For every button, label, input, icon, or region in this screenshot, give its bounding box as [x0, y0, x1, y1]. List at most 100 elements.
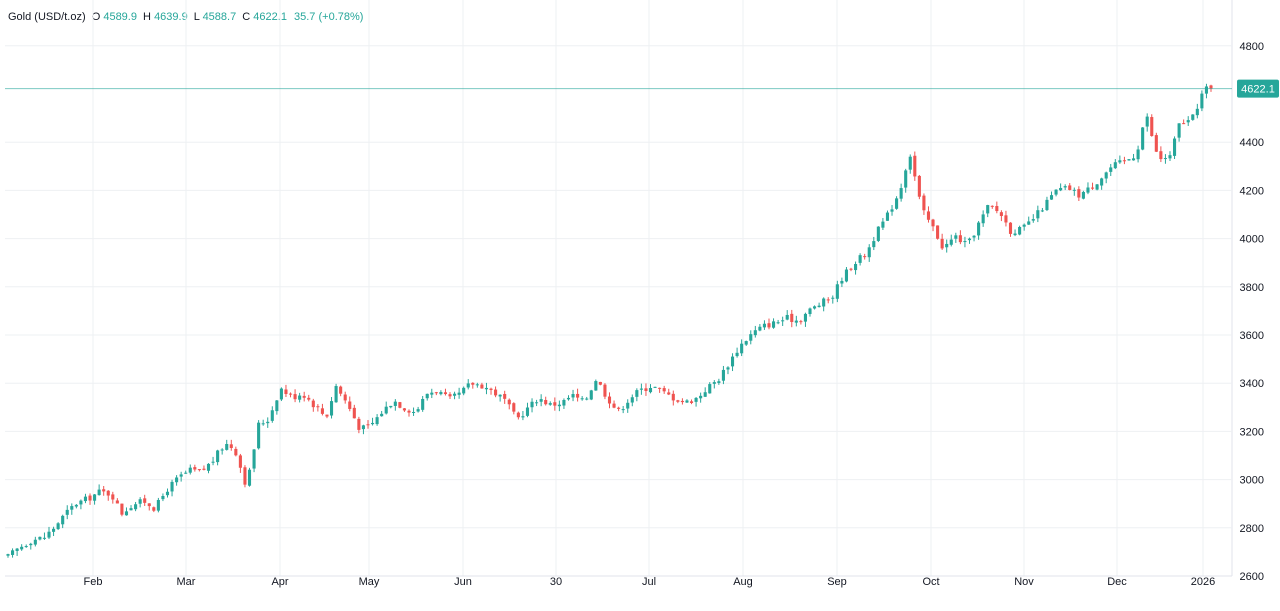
candle-up — [393, 401, 397, 406]
candle-up — [257, 422, 261, 449]
candle-up — [421, 398, 425, 410]
candle-down — [503, 393, 507, 399]
candle-up — [1145, 116, 1149, 127]
candle-down — [667, 392, 671, 395]
x-tick-label: May — [359, 576, 380, 588]
legend-close-value: 4622.1 — [253, 11, 287, 23]
candle-up — [1118, 160, 1122, 163]
candle-up — [462, 387, 466, 394]
candle-down — [197, 469, 201, 471]
candle-up — [97, 489, 101, 496]
candle-down — [398, 402, 402, 408]
candle-down — [863, 256, 867, 258]
candle-down — [293, 394, 297, 400]
candle-up — [170, 481, 174, 492]
candle-up — [872, 241, 876, 248]
candle-up — [52, 528, 56, 532]
candle-down — [106, 490, 110, 496]
candle-up — [56, 523, 60, 530]
candle-up — [430, 392, 434, 395]
candle-down — [1150, 117, 1154, 136]
candle-up — [138, 499, 142, 504]
candle-up — [165, 491, 170, 496]
candle-down — [339, 386, 343, 394]
candle-up — [261, 423, 265, 425]
candle-up — [525, 407, 530, 416]
candle-up — [908, 156, 912, 170]
candle-up — [721, 369, 725, 381]
x-tick-label: Nov — [1014, 576, 1034, 588]
candle-up — [781, 320, 785, 322]
candle-up — [15, 548, 19, 551]
candle-down — [288, 393, 293, 395]
candle-up — [361, 425, 365, 430]
candle-down — [1182, 123, 1186, 125]
candle-down — [922, 195, 926, 211]
candle-up — [453, 393, 457, 396]
candle-down — [494, 389, 498, 396]
candle-down — [849, 268, 853, 270]
candle-down — [443, 392, 448, 395]
y-tick-label: 4000 — [1240, 234, 1264, 246]
candle-up — [1204, 86, 1208, 94]
candle-down — [193, 467, 197, 470]
candle-up — [1131, 158, 1136, 161]
candle-down — [913, 155, 917, 177]
candle-up — [566, 397, 571, 400]
candle-down — [680, 400, 684, 403]
candle-up — [1095, 184, 1099, 190]
candle-up — [425, 393, 429, 399]
candle-down — [434, 392, 438, 394]
candle-up — [29, 543, 33, 546]
candle-down — [658, 387, 662, 389]
candle-up — [899, 188, 903, 199]
candle-down — [115, 500, 119, 504]
candle-up — [6, 554, 10, 556]
candle-up — [986, 205, 990, 214]
candle-up — [275, 400, 279, 412]
candle-up — [124, 511, 129, 516]
candle-down — [644, 388, 648, 391]
candle-up — [794, 320, 798, 323]
candle-up — [70, 506, 74, 510]
candle-down — [1122, 160, 1126, 162]
candle-up — [785, 314, 789, 320]
candle-up — [895, 198, 899, 209]
candle-down — [516, 412, 520, 418]
candle-up — [1127, 159, 1131, 161]
y-tick-label: 3800 — [1240, 282, 1264, 294]
candle-up — [389, 405, 393, 408]
candle-up — [220, 449, 224, 451]
last-price-tag — [1237, 79, 1279, 98]
candle-down — [147, 503, 151, 507]
candle-up — [735, 352, 739, 357]
x-tick-label: Dec — [1107, 576, 1127, 588]
candle-down — [348, 401, 352, 409]
candle-up — [740, 343, 744, 354]
candle-up — [854, 263, 858, 271]
candle-up — [298, 395, 302, 400]
legend-low-label: L — [193, 11, 200, 23]
candle-up — [817, 305, 821, 308]
candle-down — [243, 467, 247, 485]
candle-up — [188, 467, 192, 473]
candle-up — [844, 269, 849, 282]
candle-down — [671, 393, 675, 401]
candle-up — [475, 384, 479, 386]
candle-down — [617, 407, 621, 409]
candle-up — [270, 410, 274, 421]
candle-up — [1177, 123, 1181, 138]
candle-up — [498, 394, 502, 397]
candle-up — [11, 550, 15, 555]
candle-up — [945, 243, 949, 248]
legend-high-value: 4639.9 — [154, 11, 188, 23]
candle-down — [598, 381, 602, 385]
candle-down — [229, 444, 233, 448]
candle-up — [981, 214, 985, 224]
candle-up — [521, 416, 525, 418]
candle-up — [712, 382, 716, 384]
candle-up — [803, 313, 807, 322]
candle-up — [175, 477, 179, 483]
candle-up — [571, 394, 575, 398]
